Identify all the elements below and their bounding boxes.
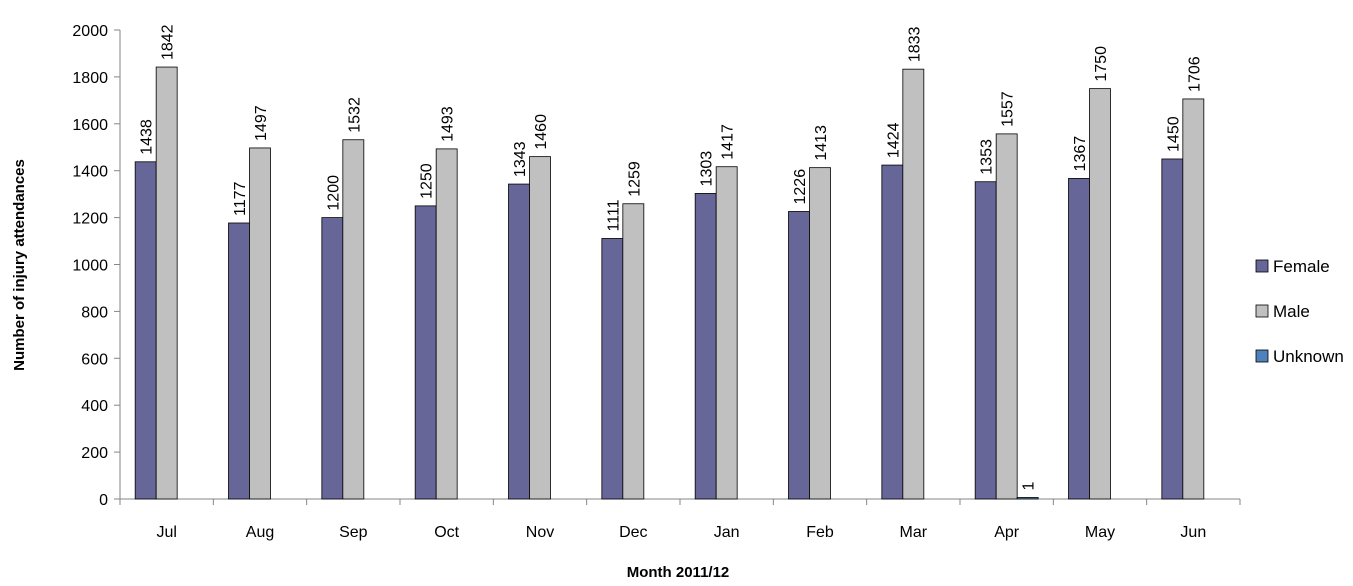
bar-male-jun [1182, 98, 1205, 500]
bar-male-mar [902, 68, 925, 500]
y-tick-label: 1200 [72, 211, 108, 228]
bar-male-jul [155, 66, 178, 500]
x-tick-label: Nov [526, 524, 554, 541]
x-tick-label: Jun [1180, 524, 1206, 541]
bar-male-may [1089, 88, 1111, 500]
data-label-female-aug: 1177 [232, 181, 249, 216]
bar-male-sep [342, 139, 365, 500]
data-label-female-jan: 1303 [699, 151, 716, 187]
bar-female-feb [788, 211, 810, 500]
legend: Female Male Unknown [1255, 257, 1344, 366]
data-label-female-nov: 1343 [512, 141, 529, 177]
legend-label-unknown: Unknown [1273, 347, 1344, 366]
bar-male-apr [995, 133, 1018, 500]
bar-female-aug [228, 222, 250, 500]
data-label-male-aug: 1497 [253, 105, 270, 141]
data-label-female-feb: 1226 [792, 169, 809, 205]
data-labels: 1438 1842 1177 1497 1200 1532 1250 1493 13431460… [139, 24, 1204, 490]
data-label-male-jun: 1706 [1186, 56, 1203, 92]
x-tick-label: Jul [156, 524, 176, 541]
y-tick-label: 600 [81, 351, 108, 368]
data-label-female-jun: 1450 [1165, 116, 1182, 152]
data-label-female-sep: 1200 [325, 175, 342, 211]
y-axis-title: Number of injury attendances [11, 159, 28, 371]
data-label-female-jul: 1438 [139, 119, 156, 155]
bars [134, 66, 1205, 500]
data-label-female-dec: 1111 [605, 199, 622, 231]
bar-female-jan [694, 193, 717, 500]
legend-label-male: Male [1273, 302, 1310, 321]
bar-female-apr [974, 181, 997, 500]
x-tick-label: May [1085, 524, 1115, 541]
legend-swatch-unknown [1255, 349, 1269, 363]
data-label-male-oct: 1493 [440, 106, 457, 142]
bar-female-dec [601, 238, 624, 500]
data-label-female-may: 1367 [1072, 136, 1089, 172]
bar-male-jan [715, 166, 738, 500]
x-tick-label: Oct [434, 524, 459, 541]
x-tick-label: Sep [339, 524, 368, 541]
axes: 0 200 400 600 800 1000 1200 1400 1600 1800 2000 Jul… [72, 23, 1241, 541]
y-tick-label: 400 [81, 398, 108, 415]
x-tick-label: Aug [246, 524, 274, 541]
data-label-male-may: 1750 [1093, 46, 1110, 82]
y-tick-label: 1800 [72, 70, 108, 87]
bar-female-jul [134, 161, 157, 500]
bar-unknown-apr [1016, 497, 1039, 500]
data-label-unknown-apr: 1 [1021, 482, 1038, 491]
data-label-male-mar: 1833 [906, 26, 923, 62]
x-tick-label: Jan [714, 524, 740, 541]
bar-male-aug [249, 147, 271, 500]
data-label-male-nov: 1460 [533, 114, 550, 150]
bar-female-nov [508, 183, 530, 500]
bar-male-oct [435, 148, 458, 500]
data-label-male-dec: 1259 [626, 161, 643, 197]
data-label-male-apr: 1557 [1000, 91, 1017, 127]
legend-label-female: Female [1273, 257, 1330, 276]
data-label-male-feb: 1413 [813, 125, 830, 161]
y-tick-label: 200 [81, 445, 108, 462]
data-label-male-jan: 1417 [720, 124, 737, 160]
bar-male-feb [809, 167, 831, 500]
y-tick-label: 1600 [72, 117, 108, 134]
x-tick-label: Feb [806, 524, 834, 541]
bar-male-nov [529, 156, 551, 500]
x-tick-label: Apr [994, 524, 1020, 541]
data-label-female-mar: 1424 [885, 122, 902, 158]
bar-female-jun [1161, 158, 1184, 500]
data-label-female-apr: 1353 [979, 139, 996, 175]
y-tick-label: 1000 [72, 258, 108, 275]
y-tick-label: 800 [81, 304, 108, 321]
bar-male-dec [622, 203, 645, 500]
bar-female-mar [881, 164, 904, 500]
x-axis-title: Month 2011/12 [627, 564, 730, 581]
legend-swatch-female [1255, 259, 1269, 273]
legend-swatch-male [1255, 304, 1269, 318]
data-label-male-sep: 1532 [346, 97, 363, 133]
x-tick-label: Mar [900, 524, 928, 541]
y-tick-label: 2000 [72, 23, 108, 40]
data-label-male-jul: 1842 [160, 24, 177, 60]
y-tick-label: 1400 [72, 164, 108, 181]
bar-female-oct [414, 205, 437, 500]
bar-female-may [1068, 178, 1090, 500]
bar-female-sep [321, 217, 344, 500]
x-tick-label: Dec [619, 524, 647, 541]
y-tick-label: 0 [99, 492, 108, 509]
data-label-female-oct: 1250 [419, 163, 436, 199]
